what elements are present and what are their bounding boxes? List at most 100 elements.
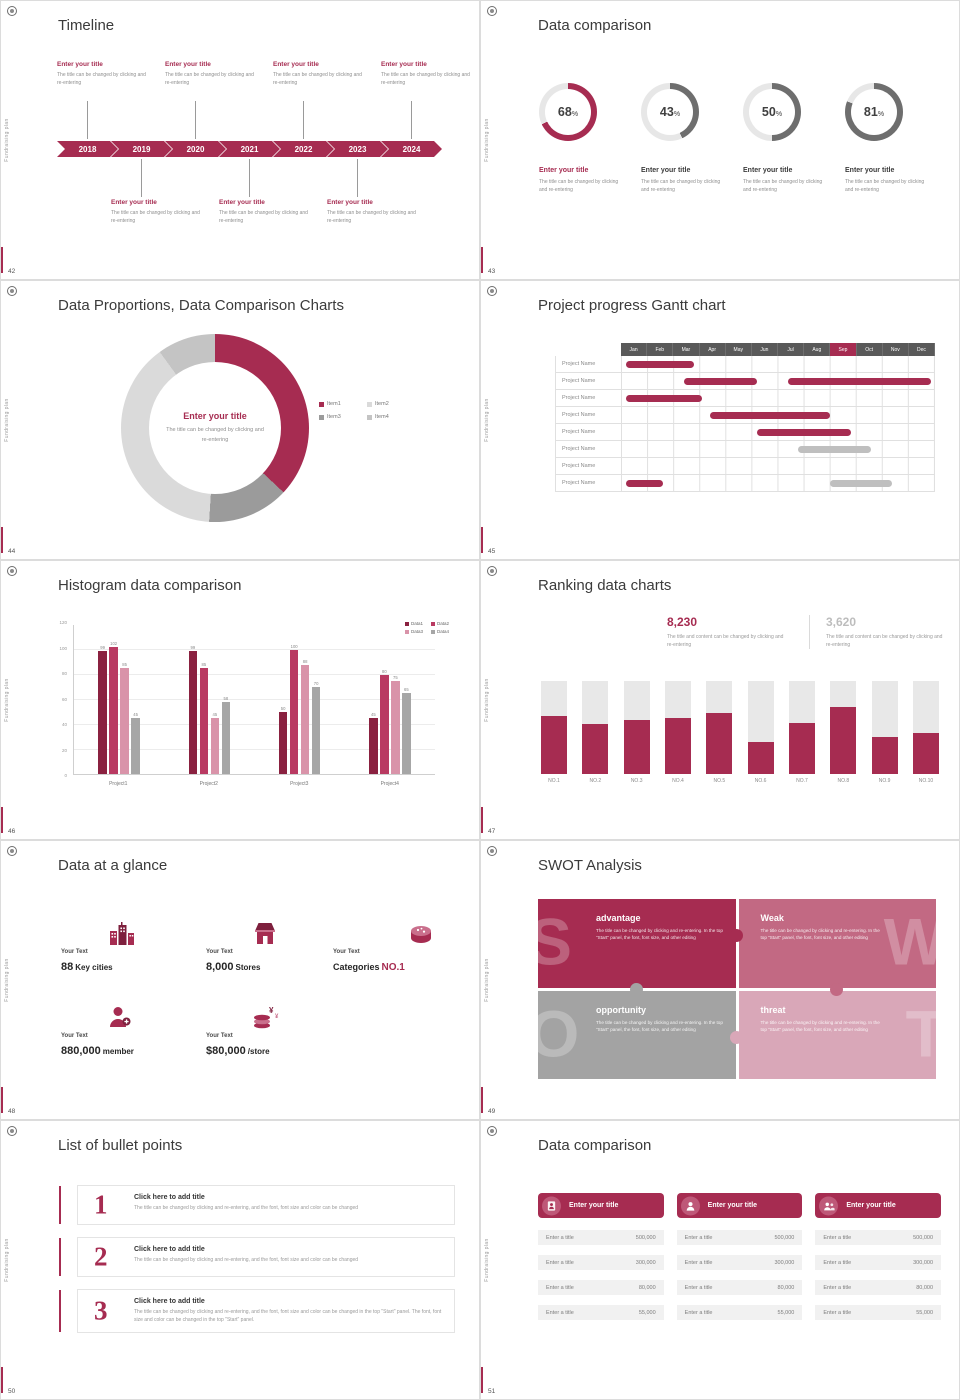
timeline-connector	[357, 159, 358, 197]
histogram-x-labels: Project1 Project2 Project3 Project4	[73, 781, 435, 787]
stat-unit: Stores	[235, 963, 261, 972]
rank-fill	[871, 736, 898, 774]
timeline-entry-bottom-3: Enter your title The title can be change…	[327, 199, 423, 225]
glance-stats: Your Text 88 Key cities Your Text 8,000 St…	[61, 919, 463, 1109]
gantt-row-track	[621, 407, 935, 424]
puzzle-tab	[830, 983, 843, 996]
puzzle-tab	[730, 1031, 743, 1044]
timeline-entry-bottom-2: Enter your title The title can be change…	[219, 199, 315, 225]
gantt-row: Project Name	[555, 373, 935, 390]
legend-swatch	[367, 414, 372, 420]
page-title: Histogram data comparison	[58, 577, 242, 594]
row-value: 500,000	[913, 1234, 934, 1241]
side-label: Fundraising plan	[484, 398, 490, 442]
slide-43-data-comparison[interactable]: Fundraising plan Data comparison 68 % En…	[480, 0, 960, 280]
entry-desc: The title can be changed by clicking and…	[165, 72, 254, 86]
donut-desc: The title can be changed by clicking and…	[845, 179, 925, 194]
row-label: Enter a title	[823, 1284, 852, 1291]
timeline-connector	[87, 101, 88, 139]
stat-unit: member	[102, 1047, 134, 1056]
city-icon	[107, 919, 201, 945]
rank-column: NO.3	[622, 681, 652, 784]
bar-value-label: 99	[100, 645, 105, 651]
rank-label: NO.4	[672, 778, 684, 784]
donut-block-1: 68 % Enter your title The title can be c…	[539, 83, 639, 195]
slide-47-ranking[interactable]: Fundraising plan Ranking data charts 8,2…	[480, 560, 960, 840]
bullet-desc: The title can be changed by clicking and…	[134, 1205, 359, 1211]
bar-group: 99 102 85 45	[98, 625, 141, 774]
bar-value-label: 75	[393, 674, 398, 680]
page-title: Data at a glance	[58, 857, 168, 874]
gantt-bar	[626, 395, 702, 402]
side-label: Fundraising plan	[4, 1238, 10, 1282]
stat-secondary: 3,620 The title and content can be chang…	[809, 615, 949, 649]
row-label: Enter a title	[823, 1234, 852, 1241]
year-chip: 2018	[57, 141, 118, 157]
slide-49-swot[interactable]: Fundraising plan SWOT Analysis S advanta…	[480, 840, 960, 1120]
timeline-connector	[411, 101, 412, 139]
bar-wrap: 99	[188, 625, 198, 774]
card-header: Enter your title	[676, 1193, 803, 1218]
gantt-row-track	[621, 441, 935, 458]
card-row: Enter a title 500,000	[676, 1230, 803, 1245]
stat-label: Your Text	[206, 949, 233, 955]
svg-text:¥: ¥	[269, 1006, 274, 1015]
stat-primary: 8,230 The title and content can be chang…	[667, 615, 809, 649]
entry-desc: The title can be changed by clicking and…	[327, 210, 416, 224]
entry-title: Enter your title	[165, 61, 211, 68]
slide-48-data-glance[interactable]: Fundraising plan Data at a glance Your T…	[0, 840, 480, 1120]
slide-46-histogram[interactable]: Fundraising plan Histogram data comparis…	[0, 560, 480, 840]
side-label: Fundraising plan	[484, 958, 490, 1002]
rank-track	[871, 681, 898, 774]
slide-44-data-proportions[interactable]: Fundraising plan Data Proportions, Data …	[0, 280, 480, 560]
corner-accent	[1, 1367, 3, 1393]
row-label: Enter a title	[546, 1284, 574, 1291]
bar-value-label: 99	[190, 645, 196, 651]
slide-42-timeline[interactable]: Fundraising plan Timeline Enter your tit…	[0, 0, 480, 280]
donut-chart: 43 %	[641, 83, 699, 141]
id-badge-icon	[542, 1196, 561, 1215]
rank-track	[830, 681, 857, 774]
bar-value-label: 102	[110, 641, 118, 647]
slide-45-gantt-chart[interactable]: Fundraising plan Project progress Gantt …	[480, 280, 960, 560]
rank-fill	[623, 720, 650, 774]
bar	[221, 701, 231, 774]
legend-item: Data1	[404, 621, 423, 626]
entry-title: Enter your title	[327, 199, 373, 206]
row-value: 300,000	[635, 1259, 656, 1266]
categories-icon	[405, 919, 473, 945]
slide-51-data-comparison-cards[interactable]: Fundraising plan Data comparison Enter y…	[480, 1120, 960, 1400]
bar	[402, 693, 411, 774]
swot-weaknesses: W Weak The title can be changed by click…	[738, 899, 936, 988]
donut-hole: 43 %	[647, 89, 693, 135]
logo-icon	[487, 1126, 497, 1136]
donut-center-desc: The title can be changed by clicking and…	[166, 427, 264, 443]
stat-categories: Your Text Categories NO.1	[333, 919, 473, 975]
rank-label: NO.8	[837, 778, 850, 784]
rank-fill	[747, 742, 774, 774]
stat-unit: NO.1	[381, 962, 405, 973]
bullet-item-3: 3 Click here to add title The title can …	[59, 1289, 455, 1333]
donut-block-2: 43 % Enter your title The title can be c…	[641, 83, 741, 195]
bar	[188, 651, 198, 774]
gantt-header-spacer	[555, 343, 621, 356]
donut-value: 68	[557, 105, 572, 119]
page-number: 49	[488, 1108, 496, 1115]
rank-track	[582, 681, 609, 774]
category-label: Project3	[290, 781, 309, 787]
side-label: Fundraising plan	[484, 118, 490, 162]
year-chip: 2021	[219, 141, 280, 157]
donut-chart: 81 %	[845, 83, 903, 141]
stat-value: $80,000	[206, 1045, 246, 1057]
bar-value-label: 85	[201, 662, 207, 668]
swot-body: Weak The title can be changed by clickin…	[761, 913, 885, 941]
slide-50-bullet-list[interactable]: Fundraising plan List of bullet points 1…	[0, 1120, 480, 1400]
gantt-row: Project Name	[555, 356, 935, 373]
bar	[380, 674, 389, 774]
page-title: List of bullet points	[58, 1137, 183, 1154]
swot-title: opportunity	[596, 1004, 646, 1015]
puzzle-tab	[730, 929, 743, 942]
bar-value-label: 45	[212, 712, 218, 718]
donut-row: 68 % Enter your title The title can be c…	[539, 83, 945, 195]
page-number: 43	[488, 268, 496, 275]
